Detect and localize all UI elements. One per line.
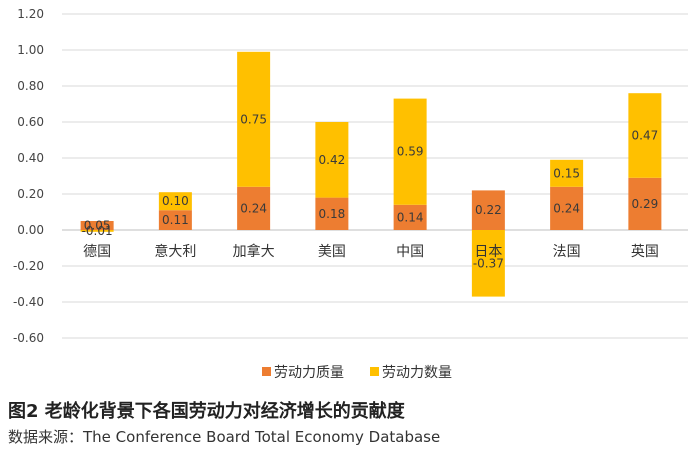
data-label: 0.14 [397, 210, 424, 224]
data-label: -0.01 [82, 224, 113, 238]
gridlines [62, 13, 688, 339]
y-tick-label: -0.60 [13, 331, 44, 345]
bars: 0.05-0.01 0.11 0.10 0.24 0.75 0.18 0.42 0.14 0.5… [80, 51, 662, 297]
bar-quantity [315, 122, 349, 198]
bar-quantity [628, 93, 662, 178]
stacked-bar-chart: 1.20 1.00 0.80 0.60 0.40 0.20 0.00 -0.20 -0.40 -0… [13, 7, 688, 381]
bar-quantity [550, 159, 584, 187]
bar-quantity [237, 51, 271, 187]
y-tick-label: 1.00 [17, 43, 44, 57]
data-label: 0.42 [319, 153, 346, 167]
y-tick-label: 0.80 [17, 79, 44, 93]
y-tick-label: -0.40 [13, 295, 44, 309]
bar-quality [393, 204, 427, 230]
bar-quantity [471, 230, 505, 297]
bar-quality [80, 221, 114, 230]
x-category-label: 德国 [83, 244, 111, 260]
data-label: -0.37 [473, 256, 504, 270]
y-tick-label: 0.60 [17, 115, 44, 129]
y-tick-label: 1.20 [17, 7, 44, 21]
data-label: 0.47 [632, 129, 659, 143]
data-label: 0.05 [84, 219, 111, 233]
x-category-label: 美国 [318, 244, 346, 260]
bar-quantity [80, 230, 114, 232]
bar-quality [158, 210, 192, 230]
legend: 劳动力质量 劳动力数量 [262, 365, 452, 381]
bar-quality [237, 186, 271, 230]
data-label: 0.59 [397, 145, 424, 159]
x-category-label: 英国 [631, 243, 659, 260]
y-tick-label: 0.40 [17, 151, 44, 165]
data-label: 0.15 [553, 166, 580, 180]
data-label: 0.18 [319, 207, 346, 221]
bar-quality [550, 186, 584, 230]
legend-label: 劳动力数量 [382, 365, 452, 381]
data-label: 0.11 [162, 213, 189, 227]
figure-title: 图2 老龄化背景下各国劳动力对经济增长的贡献度 [8, 401, 405, 422]
bar-quality [628, 177, 662, 230]
y-tick-label: 0.00 [17, 223, 44, 237]
bar-quality [471, 190, 505, 230]
bar-quantity [158, 192, 192, 211]
bar-quality [315, 197, 349, 230]
data-label: 0.22 [475, 203, 502, 217]
data-label: 0.10 [162, 194, 189, 208]
y-axis: 1.20 1.00 0.80 0.60 0.40 0.20 0.00 -0.20 -0.40 -0… [13, 7, 44, 345]
x-category-label: 意大利 [154, 243, 196, 260]
y-tick-label: 0.20 [17, 187, 44, 201]
x-category-label: 加拿大 [233, 243, 275, 260]
data-label: 0.75 [240, 112, 267, 126]
data-label: 0.24 [553, 201, 580, 215]
x-category-label: 法国 [553, 244, 581, 260]
legend-swatch [370, 367, 379, 376]
data-label: 0.29 [632, 197, 659, 211]
x-category-label: 中国 [396, 244, 424, 260]
legend-swatch [262, 367, 271, 376]
y-tick-label: -0.20 [13, 259, 44, 273]
x-category-label: 日本 [474, 244, 502, 260]
data-label: 0.24 [240, 201, 267, 215]
figure-source: 数据来源：The Conference Board Total Economy … [8, 428, 441, 446]
bar-quantity [393, 98, 427, 205]
legend-label: 劳动力质量 [274, 365, 344, 381]
x-axis: 德国 意大利 加拿大 美国 中国 日本 法国 英国 [83, 243, 659, 260]
